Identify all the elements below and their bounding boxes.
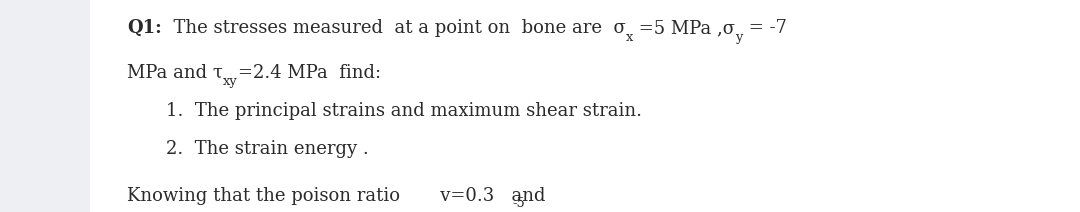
Text: MPa and τ: MPa and τ xyxy=(127,64,224,82)
Text: Q1:: Q1: xyxy=(127,19,162,37)
Text: 1.  The principal strains and maximum shear strain.: 1. The principal strains and maximum she… xyxy=(166,102,643,120)
Bar xyxy=(0,0,90,212)
Text: =2.4 MPa  find:: =2.4 MPa find: xyxy=(238,64,381,82)
Text: = -7: = -7 xyxy=(743,19,786,37)
Text: x: x xyxy=(626,31,633,44)
Text: The stresses measured  at a point on  bone are  σ: The stresses measured at a point on bone… xyxy=(162,19,626,37)
Text: Knowing that the poison ratio       v=0.3   and: Knowing that the poison ratio v=0.3 and xyxy=(127,187,546,205)
Text: xy: xy xyxy=(224,75,238,88)
Text: -5: -5 xyxy=(513,197,525,210)
Text: y: y xyxy=(735,31,743,44)
Text: 2.  The strain energy .: 2. The strain energy . xyxy=(166,140,369,158)
Text: =5 MPa ,σ: =5 MPa ,σ xyxy=(633,19,735,37)
